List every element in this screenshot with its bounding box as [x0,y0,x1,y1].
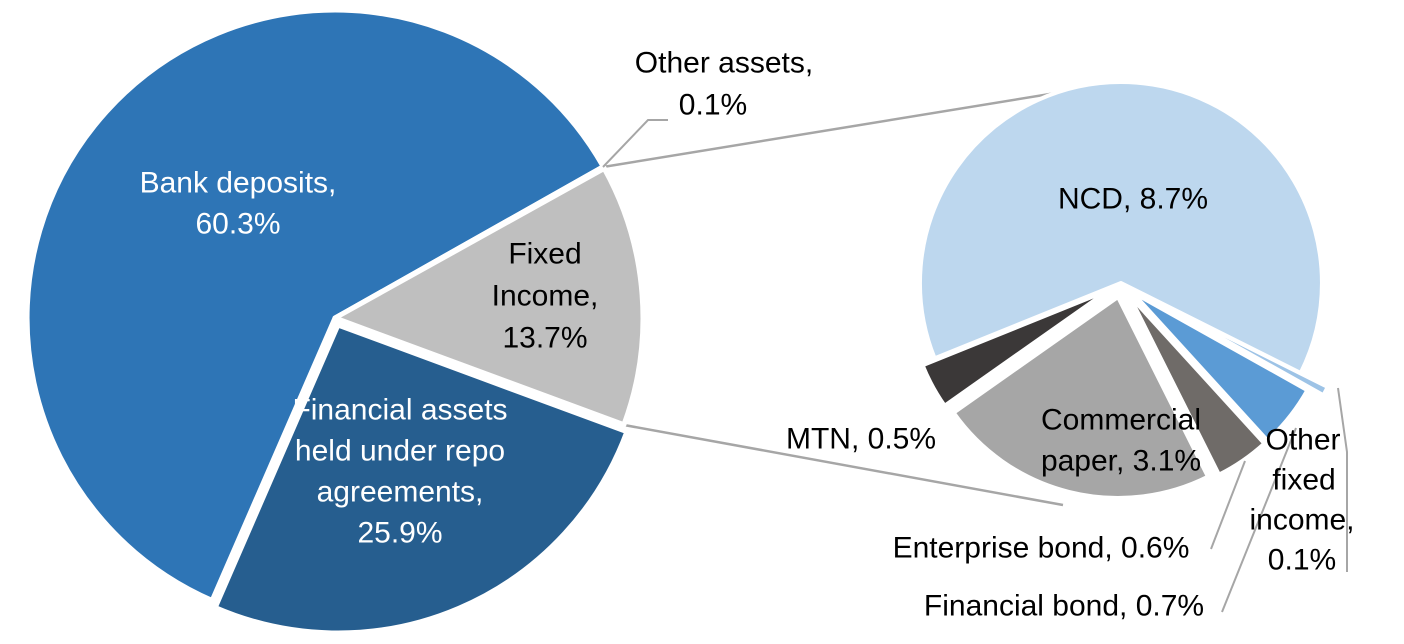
bank-deposits-label-line2: 60.3% [195,208,280,241]
series-line-bottom [623,423,1064,507]
pie-slice-enterprise-bond [1127,293,1267,477]
other-assets-label-line2: 0.1% [679,89,747,122]
fixed-income-label-line1: Fixed [508,238,581,271]
financial-assets-label-line2: held under repo [295,435,505,468]
pie-slice-fixed-income [332,165,646,428]
other-fixed-income-label-line2: fixed [1272,464,1335,497]
commercial-paper-label-line2: paper, 3.1% [1041,445,1201,478]
pie-slice-other-fixed-income [1146,295,1330,398]
pie-slice-bank-deposits [24,7,606,603]
pie-slice-commercial-paper [951,295,1210,500]
enterprise-bond-label: Enterprise bond, 0.6% [893,532,1190,565]
financial-assets-label-line3: agreements, [317,476,484,509]
commercial-paper-label-line1: Commercial [1041,404,1201,437]
pie-slice-financial-assets-held-under-repo-agreements [212,322,630,636]
pie-slice-ncd [918,80,1324,375]
leader-financial-bond [1221,427,1297,613]
fixed-income-label-line2: Income, [492,280,599,313]
other-fixed-income-label-line1: Other [1265,424,1340,457]
other-assets-label-line1: Other assets, [635,47,813,80]
leader-other-fixed-income [1337,387,1348,572]
pie-slice-financial-bond [1130,290,1310,443]
other-fixed-income-label-line4: 0.1% [1268,544,1336,577]
leader-other-assets [602,119,668,168]
financial-assets-label-line1: Financial assets [292,394,507,427]
financial-assets-label-line4: 25.9% [357,517,442,550]
bank-deposits-label-line1: Bank deposits, [140,167,337,200]
series-line-top [602,83,1106,169]
pie-slice-mtn [920,288,1111,408]
ncd-label: NCD, 8.7% [1058,183,1208,216]
leader-enterprise-bond [1210,460,1246,550]
mtn-label: MTN, 0.5% [786,423,936,456]
fixed-income-label-line3: 13.7% [502,322,587,355]
other-fixed-income-label-line3: income, [1249,504,1354,537]
financial-bond-label: Financial bond, 0.7% [924,590,1204,623]
